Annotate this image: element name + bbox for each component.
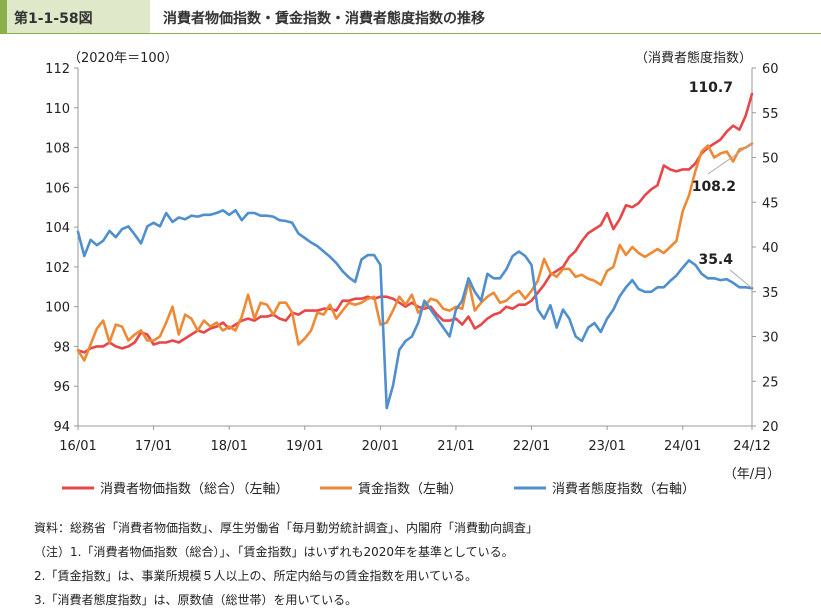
x-tick-label: 21/01 bbox=[437, 439, 474, 454]
left-axis-label: （2020年＝100） bbox=[68, 51, 178, 66]
x-tick-label: 18/01 bbox=[210, 439, 247, 454]
x-unit-label: （年/月） bbox=[724, 467, 780, 482]
right-axis-label: （消費者態度指数） bbox=[635, 50, 752, 66]
legend-label-cpi: 消費者物価指数（総合）（左軸） bbox=[100, 482, 289, 497]
chart-axes: 94 96 98 100 102 104 106 108 110 112 20 25 30 35 40 45 5… bbox=[45, 62, 778, 454]
header-accent-bar bbox=[0, 0, 7, 34]
note-3: 3.「消費者態度指数」は、原数値（総世帯）を用いている。 bbox=[34, 593, 358, 607]
right-tick-label: 20 bbox=[762, 420, 779, 435]
left-tick-label: 98 bbox=[53, 340, 70, 355]
note-2: 2.「賃金指数」は、事業所規模５人以上の、所定内給与の賃金指数を用いている。 bbox=[34, 569, 478, 583]
annotation-consumer: 35.4 bbox=[698, 252, 733, 268]
x-tick-label: 24/01 bbox=[664, 439, 701, 454]
legend-label-wage: 賃金指数（左軸） bbox=[358, 481, 462, 497]
right-tick-label: 45 bbox=[762, 196, 779, 211]
left-tick-label: 112 bbox=[45, 62, 70, 77]
annotation-leader-wage bbox=[707, 143, 753, 175]
left-tick-label: 96 bbox=[53, 380, 70, 395]
left-tick-label: 108 bbox=[45, 142, 70, 157]
chart-series bbox=[76, 92, 754, 410]
note-1: （注）1.「消費者物価指数（総合）」、「賃金指数」はいずれも2020年を基準とし… bbox=[34, 545, 514, 559]
series-line-cpi bbox=[76, 92, 754, 354]
x-tick-label: 24/12 bbox=[733, 439, 770, 454]
left-tick-label: 102 bbox=[45, 261, 70, 276]
x-tick-label: 16/01 bbox=[59, 439, 96, 454]
right-tick-label: 30 bbox=[762, 331, 779, 346]
x-tick-label: 20/01 bbox=[362, 439, 399, 454]
x-tick-label: 19/01 bbox=[286, 439, 323, 454]
chart-legend: 消費者物価指数（総合）（左軸） 賃金指数（左軸） 消費者態度指数（右軸） bbox=[62, 481, 695, 497]
x-tick-label: 22/01 bbox=[513, 439, 550, 454]
chart-annotations: 110.7 108.2 35.4 bbox=[689, 80, 753, 289]
annotation-leader-consumer bbox=[729, 269, 753, 289]
right-tick-label: 40 bbox=[762, 241, 779, 256]
note-source: 資料：総務省「消費者物価指数」、厚生労働省「毎月勤労統計調査」、内閣府「消費動向… bbox=[34, 521, 539, 535]
figure-notes: 資料：総務省「消費者物価指数」、厚生労働省「毎月勤労統計調査」、内閣府「消費動向… bbox=[34, 516, 538, 612]
series-line-wage bbox=[76, 142, 754, 362]
figure-number: 第1-1-58図 bbox=[14, 11, 93, 27]
right-tick-label: 60 bbox=[762, 62, 779, 77]
left-tick-label: 104 bbox=[45, 221, 70, 236]
right-tick-label: 25 bbox=[762, 375, 779, 390]
right-tick-label: 50 bbox=[762, 152, 779, 167]
left-tick-label: 110 bbox=[45, 102, 70, 117]
annotation-cpi: 110.7 bbox=[689, 80, 733, 96]
left-tick-label: 94 bbox=[53, 420, 70, 435]
right-tick-label: 55 bbox=[762, 107, 779, 122]
figure-title: 消費者物価指数・賃金指数・消費者態度指数の推移 bbox=[163, 11, 485, 27]
figure-number-box bbox=[0, 0, 150, 34]
legend-label-consumer: 消費者態度指数（右軸） bbox=[552, 481, 695, 497]
left-tick-label: 100 bbox=[45, 301, 70, 316]
left-tick-label: 106 bbox=[45, 181, 70, 196]
line-chart: （2020年＝100） （消費者態度指数） 94 96 98 100 102 104 106… bbox=[45, 50, 780, 497]
header-divider bbox=[0, 33, 821, 34]
series-line-consumer bbox=[76, 209, 754, 410]
annotation-wage: 108.2 bbox=[692, 179, 736, 195]
x-tick-label: 23/01 bbox=[588, 439, 625, 454]
right-tick-label: 35 bbox=[762, 286, 779, 301]
figure-header: 第1-1-58図 消費者物価指数・賃金指数・消費者態度指数の推移 bbox=[0, 0, 821, 34]
x-tick-label: 17/01 bbox=[135, 439, 172, 454]
